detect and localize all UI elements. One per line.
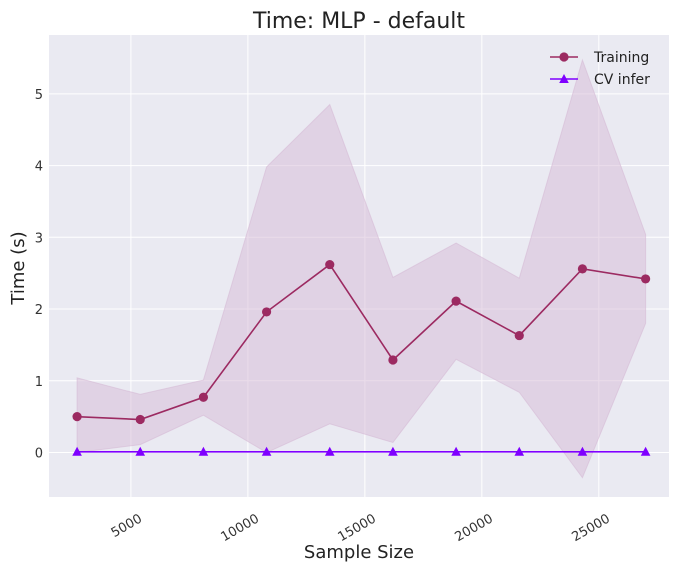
y-tick-label: 2 xyxy=(35,303,43,318)
training-point xyxy=(577,264,588,274)
training-point xyxy=(451,296,461,306)
x-tick-label: 25000 xyxy=(569,511,612,545)
y-axis-label: Time (s) xyxy=(8,231,29,305)
training-point xyxy=(72,412,82,422)
training-point xyxy=(261,307,272,317)
cv-infer-point xyxy=(324,446,335,456)
cv-infer-point xyxy=(577,446,588,456)
x-tick-label: 15000 xyxy=(336,511,379,545)
cv-infer-point xyxy=(451,446,461,456)
y-tick-label: 3 xyxy=(35,231,43,246)
legend-cv-infer-label: CV infer xyxy=(594,72,650,88)
cv-infer-point xyxy=(135,446,146,456)
cv-infer-point xyxy=(640,446,651,456)
legend-training-marker xyxy=(559,52,569,62)
training-point xyxy=(198,392,209,402)
training-point xyxy=(514,330,524,341)
y-tick-label: 4 xyxy=(35,160,43,175)
y-tick-label: 0 xyxy=(35,447,43,462)
cv-infer-point xyxy=(198,446,209,456)
chart-title: Time: MLP - default xyxy=(252,9,465,34)
cv-infer-point xyxy=(388,446,398,456)
cv-infer-point xyxy=(72,446,82,456)
x-tick-label: 20000 xyxy=(453,511,496,545)
training-point xyxy=(325,259,335,270)
training-point xyxy=(641,274,651,284)
series-lines xyxy=(72,259,651,456)
confidence-bands xyxy=(76,58,647,479)
y-tick-label: 1 xyxy=(35,375,43,390)
training-point xyxy=(135,414,145,425)
legend-cv-infer-marker xyxy=(559,74,569,83)
training-point xyxy=(388,355,398,365)
x-tick-label: 5000 xyxy=(109,511,145,541)
cv-infer-point xyxy=(261,446,272,456)
training-line xyxy=(77,263,646,421)
y-tick-label: 5 xyxy=(35,88,43,103)
training-band xyxy=(76,58,647,479)
legend: Training CV infer xyxy=(550,50,650,88)
legend-training-label: Training xyxy=(593,50,649,66)
cv-infer-point xyxy=(514,446,525,456)
x-tick-label: 10000 xyxy=(219,511,262,545)
x-axis-label: Sample Size xyxy=(304,542,414,563)
